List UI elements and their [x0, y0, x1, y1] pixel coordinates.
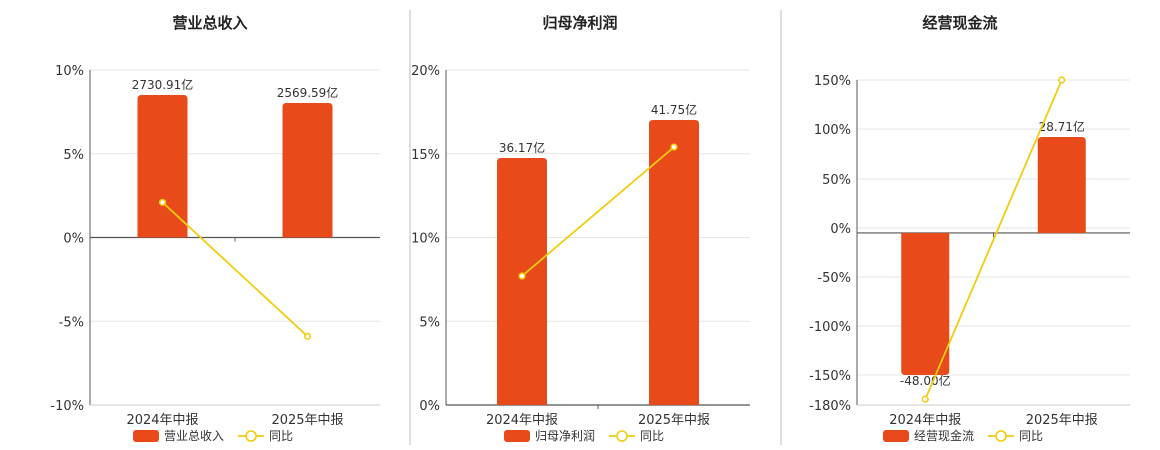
y-tick-label: 0%: [63, 232, 84, 247]
y-tick-label: -100%: [809, 320, 851, 335]
y-tick-label: 150%: [814, 74, 851, 89]
yoy-line: [161, 201, 309, 337]
legend-swatch-point: [995, 430, 1007, 442]
y-tick-label: -10%: [50, 399, 84, 414]
chart-panel-3: 经营现金流 150% 100% 50% 0% -50% -100% -150% -180% -48…: [809, 14, 1130, 443]
legend-swatch-bar: [504, 430, 530, 442]
y-tick-label: 15%: [411, 148, 440, 163]
x-category-label: 2025年中报: [1026, 413, 1098, 428]
y-tick-label: 10%: [55, 64, 84, 79]
y-tick-label: 10%: [411, 232, 440, 247]
chart-panel-2: 归母净利润 20% 15% 10% 5% 0% 36.17亿 2024年中报 41.75亿 202…: [411, 14, 750, 443]
legend-swatch-bar: [133, 430, 159, 442]
legend-swatch-point: [616, 430, 628, 442]
bar: [497, 158, 547, 405]
yoy-line: [521, 146, 675, 277]
y-tick-label: -5%: [59, 315, 84, 330]
bar: [282, 103, 333, 238]
chart-title: 经营现金流: [922, 14, 997, 32]
legend-label-line: 同比: [269, 429, 293, 443]
x-category-label: 2024年中报: [889, 413, 961, 428]
x-category-label: 2025年中报: [638, 413, 710, 428]
y-tick-label: 0%: [830, 222, 851, 237]
legend-label-bar: 经营现金流: [914, 428, 974, 443]
chart-title: 归母净利润: [542, 14, 617, 32]
y-tick-label: 100%: [814, 123, 851, 138]
legend-swatch-bar: [883, 430, 909, 442]
y-tick-label: -180%: [809, 399, 851, 414]
x-category-label: 2024年中报: [126, 413, 198, 428]
bar-value-label: 28.71亿: [1039, 119, 1085, 134]
y-tick-label: 0%: [419, 399, 440, 414]
bar-value-label: -48.00亿: [900, 373, 951, 388]
yoy-point: [158, 198, 167, 206]
y-tick-label: 50%: [822, 173, 851, 188]
bar-value-label: 36.17亿: [499, 140, 545, 155]
legend-swatch-point: [245, 430, 257, 442]
y-tick-label: 20%: [411, 64, 440, 79]
y-tick-label: 5%: [63, 148, 84, 163]
bar: [901, 232, 950, 375]
bar-value-label: 2730.91亿: [132, 77, 194, 92]
yoy-point: [518, 272, 526, 280]
bar: [137, 95, 188, 238]
x-category-label: 2025年中报: [271, 413, 343, 428]
legend-label-bar: 营业总收入: [164, 429, 224, 443]
yoy-point: [670, 143, 678, 151]
x-category-label: 2024年中报: [486, 413, 558, 428]
y-tick-label: -150%: [809, 369, 851, 384]
y-tick-label: 5%: [419, 315, 440, 330]
bar: [649, 120, 699, 405]
yoy-point: [303, 332, 312, 340]
legend-label-bar: 归母净利润: [535, 429, 595, 443]
yoy-line: [924, 79, 1063, 400]
bar-value-label: 41.75亿: [651, 102, 697, 117]
legend-label-line: 同比: [1019, 429, 1043, 443]
bar-value-label: 2569.59亿: [277, 85, 339, 100]
legend-label-line: 同比: [640, 429, 664, 443]
chart-title: 营业总收入: [172, 14, 247, 32]
y-tick-label: -50%: [817, 271, 851, 286]
yoy-point: [921, 395, 929, 403]
chart-panel-1: 营业总收入 10% 5% 0% -5% -10% 2730.91亿 2024年中报 2569.5…: [50, 14, 380, 443]
yoy-point: [1058, 76, 1066, 84]
bar: [1037, 137, 1086, 233]
